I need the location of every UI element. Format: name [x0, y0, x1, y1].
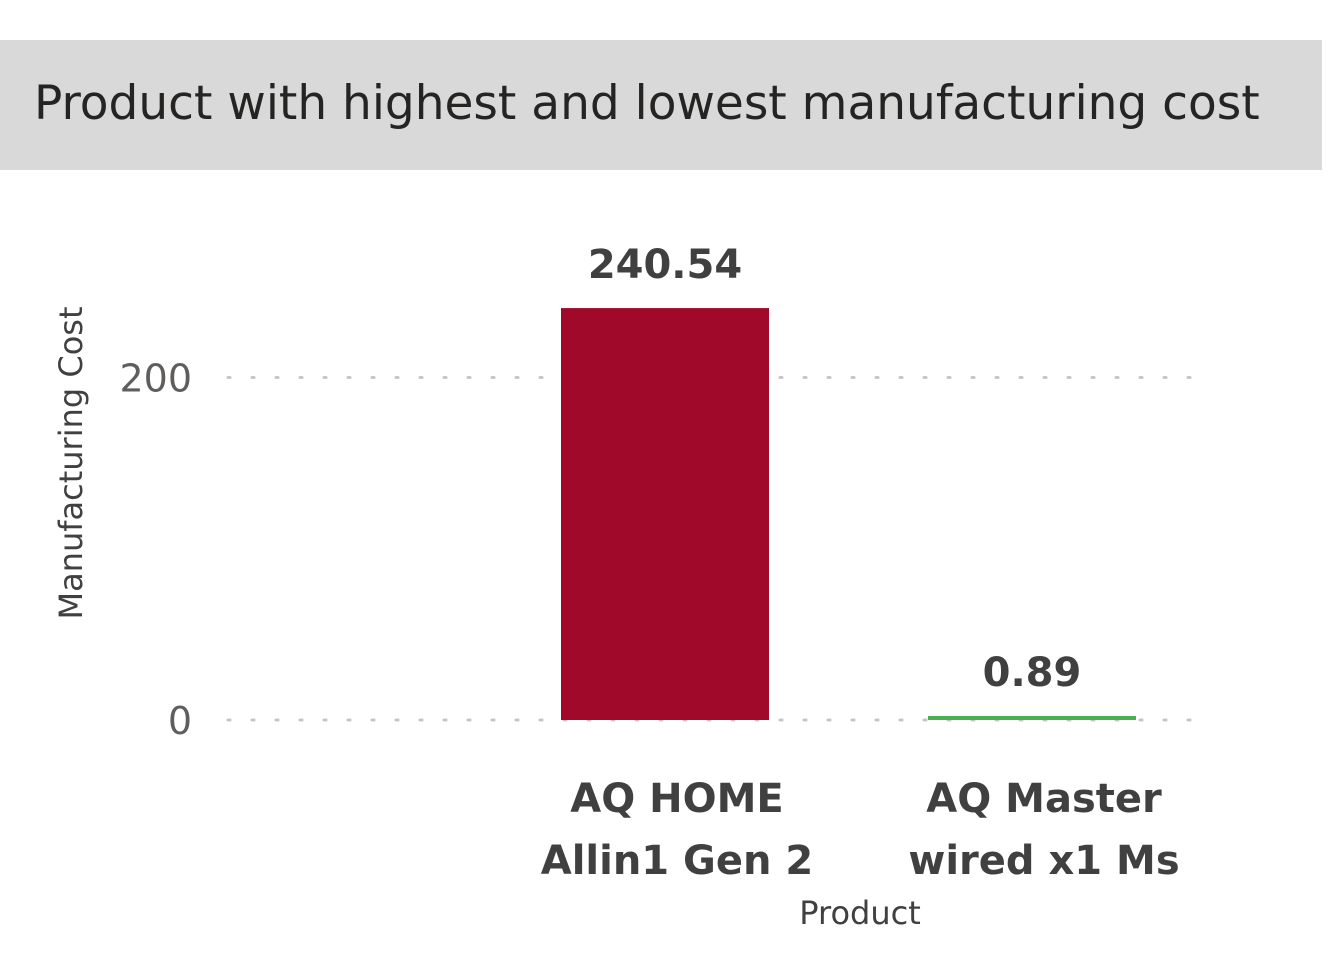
- x-tick-label: AQ HOME: [570, 776, 784, 822]
- x-tick-label: Allin1 Gen 2: [541, 838, 814, 884]
- chart-title: Product with highest and lowest manufact…: [34, 76, 1260, 131]
- x-tick-label: wired x1 Ms: [908, 838, 1179, 884]
- x-axis-title: Product: [799, 894, 921, 932]
- y-axis-title: Manufacturing Cost: [52, 306, 90, 619]
- bar-2: [928, 716, 1136, 720]
- data-label-1: 240.54: [588, 242, 742, 288]
- chart-title-bar: [0, 40, 1322, 170]
- x-tick-label: AQ Master: [926, 776, 1162, 822]
- y-tick-label: 200: [119, 357, 192, 401]
- y-tick-label: 0: [168, 699, 192, 743]
- data-label-2: 0.89: [983, 650, 1082, 696]
- bar-1: [561, 308, 769, 720]
